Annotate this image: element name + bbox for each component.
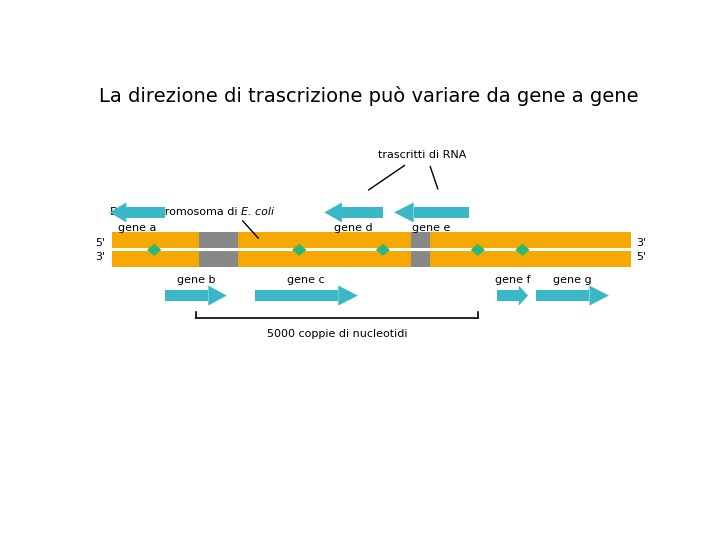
Text: gene f: gene f	[495, 275, 530, 285]
Text: DNA del cromosoma di: DNA del cromosoma di	[109, 207, 240, 217]
Text: trascritti di RNA: trascritti di RNA	[378, 151, 466, 160]
Text: gene e: gene e	[413, 224, 451, 233]
Bar	[536, 290, 590, 301]
Bar	[112, 252, 631, 267]
Polygon shape	[376, 244, 390, 256]
Text: 5': 5'	[636, 252, 646, 262]
Bar	[255, 290, 338, 301]
Polygon shape	[516, 244, 530, 256]
Text: 3': 3'	[636, 238, 646, 248]
Text: La direzione di trascrizione può variare da gene a gene: La direzione di trascrizione può variare…	[99, 85, 639, 106]
Bar	[199, 232, 238, 248]
Text: 3': 3'	[96, 252, 106, 262]
Text: gene d: gene d	[334, 224, 373, 233]
Bar	[498, 290, 519, 301]
Bar	[126, 207, 166, 218]
Text: E. coli: E. coli	[240, 207, 274, 217]
Bar	[414, 207, 469, 218]
Bar	[199, 252, 238, 267]
Bar	[166, 290, 208, 301]
Polygon shape	[338, 286, 358, 306]
Polygon shape	[292, 244, 307, 256]
Polygon shape	[109, 202, 126, 222]
Text: gene c: gene c	[287, 275, 325, 285]
Polygon shape	[519, 286, 528, 306]
Bar	[411, 252, 431, 267]
Polygon shape	[208, 286, 227, 306]
Polygon shape	[471, 244, 485, 256]
Polygon shape	[590, 286, 609, 306]
Bar	[112, 232, 631, 248]
Polygon shape	[394, 202, 414, 222]
Text: 5000 coppie di nucleotidi: 5000 coppie di nucleotidi	[266, 329, 408, 339]
Polygon shape	[324, 202, 342, 222]
Text: 5': 5'	[96, 238, 106, 248]
Text: gene a: gene a	[118, 224, 157, 233]
Bar	[342, 207, 383, 218]
Bar	[411, 232, 431, 248]
Text: gene b: gene b	[177, 275, 215, 285]
Polygon shape	[147, 244, 161, 256]
Text: gene g: gene g	[554, 275, 592, 285]
